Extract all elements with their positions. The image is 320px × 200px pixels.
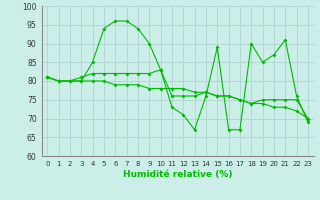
X-axis label: Humidité relative (%): Humidité relative (%) — [123, 170, 232, 179]
